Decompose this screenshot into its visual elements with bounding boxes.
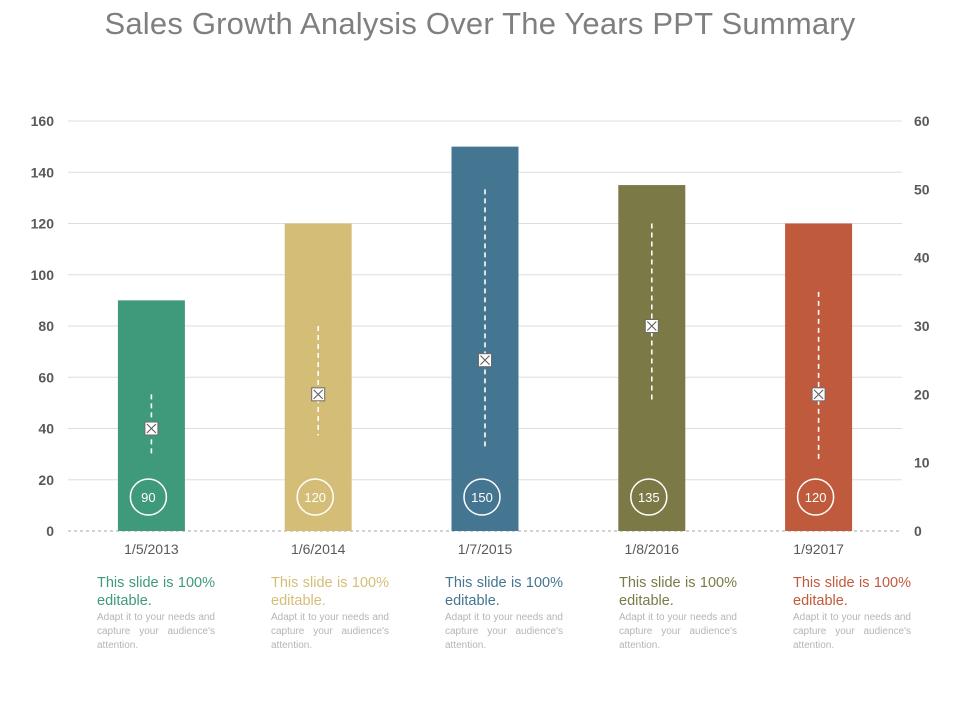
y-left-tick-label: 140	[31, 164, 55, 180]
x-tick-label: 1/92017	[793, 541, 844, 557]
marker-cross	[480, 355, 490, 366]
x-tick-label: 1/6/2014	[291, 541, 346, 557]
y-right-tick-label: 30	[914, 318, 930, 334]
bar-chart: 0 20 40 60 80 100 120 140 160 0 10 20 30 40 50 60 90 1/5/…	[31, 113, 930, 557]
caption-body: Adapt it to your needs and capture your …	[271, 612, 389, 651]
caption-4: This slide is 100% editable. Adapt it to…	[619, 574, 737, 653]
caption-body: Adapt it to your needs and capture your …	[97, 612, 215, 651]
bar-value-badge	[796, 478, 835, 516]
y-right-tick-label: 60	[914, 113, 930, 129]
y-left-tick-label: 20	[38, 472, 54, 488]
y-left-tick-label: 40	[38, 421, 54, 437]
y-left-tick-label: 160	[31, 113, 55, 129]
caption-body: Adapt it to your needs and capture your …	[619, 612, 737, 651]
bar-value-label: 135	[638, 490, 660, 505]
bar-value-badge	[296, 478, 334, 516]
bar-value-badge	[630, 478, 668, 516]
marker-cross	[313, 389, 324, 400]
x-tick-label: 1/8/2016	[625, 541, 680, 557]
caption-headline: This slide is 100% editable.	[619, 575, 737, 609]
marker-cross	[646, 321, 657, 331]
y-right-tick-label: 40	[914, 250, 930, 266]
chart-title: Sales Growth Analysis Over The Years PPT…	[104, 6, 856, 41]
x-tick-label: 1/7/2015	[458, 541, 513, 557]
marker-cross	[146, 423, 157, 434]
bar-value-label: 150	[471, 490, 493, 505]
y-right-tick-label: 20	[914, 386, 930, 402]
caption-headline: This slide is 100% editable.	[793, 575, 911, 609]
caption-body: Adapt it to your needs and capture your …	[793, 612, 911, 651]
bar-value-label: 120	[304, 490, 326, 505]
x-tick-label: 1/5/2013	[124, 541, 179, 557]
bar	[451, 146, 519, 531]
y-right-tick-label: 50	[914, 181, 930, 197]
caption-body: Adapt it to your needs and capture your …	[445, 612, 563, 651]
caption-headline: This slide is 100% editable.	[97, 575, 215, 609]
bar-value-label: 120	[805, 490, 827, 505]
bar-value-label: 90	[141, 490, 155, 505]
y-left-tick-label: 100	[31, 267, 55, 283]
y-left-tick-label: 80	[38, 318, 54, 334]
y-left-tick-label: 120	[31, 216, 55, 232]
caption-2: This slide is 100% editable. Adapt it to…	[271, 574, 389, 653]
y-right-tick-label: 0	[914, 523, 922, 539]
y-left-tick-label: 60	[38, 369, 54, 385]
bar	[284, 223, 352, 531]
caption-5: This slide is 100% editable. Adapt it to…	[793, 574, 911, 653]
y-right-tick-label: 10	[914, 455, 930, 471]
caption-3: This slide is 100% editable. Adapt it to…	[445, 574, 563, 653]
caption-1: This slide is 100% editable. Adapt it to…	[97, 574, 215, 653]
bar-value-badge	[129, 478, 168, 516]
y-left-tick-label: 0	[46, 523, 54, 539]
marker-cross	[813, 389, 824, 400]
bar-value-badge	[463, 478, 501, 516]
caption-headline: This slide is 100% editable.	[445, 575, 563, 609]
caption-headline: This slide is 100% editable.	[271, 575, 389, 609]
